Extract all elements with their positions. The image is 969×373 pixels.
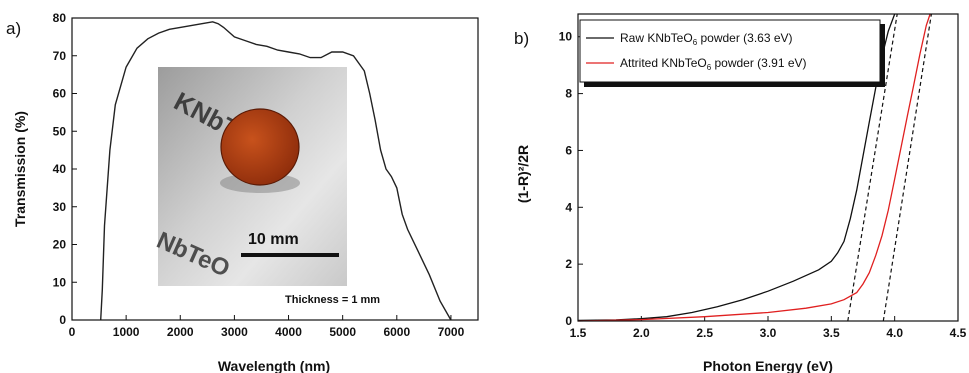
panel-b-y-axis-label: (1-R)²/2R [515, 145, 531, 203]
x-tick-label: 3.0 [760, 326, 777, 340]
panel-b-x-axis-label: Photon Energy (eV) [703, 358, 833, 373]
legend: Raw KNbTeO6 powder (3.63 eV) Attrited KN… [579, 19, 885, 87]
panel-b-label: b) [514, 29, 529, 48]
y-tick-label: 70 [53, 49, 67, 63]
series-line-raw [577, 13, 896, 322]
y-tick-label: 10 [559, 30, 573, 44]
x-tick-label: 4000 [275, 325, 302, 339]
sample-disc [221, 109, 299, 185]
thickness-note: Thickness = 1 mm [285, 294, 380, 306]
legend-label-attrited: Attrited KNbTeO6 powder (3.91 eV) [620, 56, 807, 72]
y-tick-label: 4 [565, 200, 572, 214]
x-tick-label: 3000 [221, 325, 248, 339]
x-tick-label: 4.0 [886, 326, 903, 340]
panel-a: a) 0 1000 2000 3000 4000 5000 6000 7000 0 10 20 30… [6, 11, 479, 373]
x-tick-label: 3.5 [823, 326, 840, 340]
y-tick-label: 60 [53, 87, 67, 101]
x-tick-label: 1000 [113, 325, 140, 339]
legend-label-raw: Raw KNbTeO6 powder (3.63 eV) [620, 31, 793, 47]
panel-a-xticks: 0 1000 2000 3000 4000 5000 6000 7000 [69, 315, 465, 339]
legend-box [579, 19, 881, 83]
panel-b-xticks: 1.5 2.0 2.5 3.0 3.5 4.0 4.5 [570, 316, 967, 340]
x-tick-label: 2000 [167, 325, 194, 339]
tangent-line-attrited [882, 13, 932, 322]
y-tick-label: 30 [53, 200, 67, 214]
legend-entry-attrited: Attrited KNbTeO6 powder (3.91 eV) [586, 56, 807, 72]
x-tick-label: 7000 [438, 325, 465, 339]
y-tick-label: 0 [59, 313, 66, 327]
x-tick-label: 1.5 [570, 326, 587, 340]
x-tick-label: 2.0 [633, 326, 650, 340]
x-tick-label: 0 [69, 325, 76, 339]
panel-a-x-axis-label: Wavelength (nm) [218, 358, 330, 373]
sample-disc-edge [220, 108, 300, 186]
scale-bar [241, 253, 339, 257]
panel-a-label: a) [6, 19, 21, 38]
scale-bar-label: 10 mm [248, 231, 299, 248]
y-tick-label: 0 [565, 314, 572, 328]
y-tick-label: 8 [565, 87, 572, 101]
legend-entry-raw: Raw KNbTeO6 powder (3.63 eV) [586, 31, 793, 47]
x-tick-label: 4.5 [950, 326, 967, 340]
x-tick-label: 5000 [329, 325, 356, 339]
inset-photo: KNbTeO6 NbTeO 10 mm [153, 67, 347, 286]
panel-b-yticks: 0 2 4 6 8 10 [559, 30, 583, 328]
panel-a-y-axis-label: Transmission (%) [12, 111, 28, 227]
transmission-curve [100, 21, 452, 321]
y-tick-label: 20 [53, 238, 67, 252]
y-tick-label: 50 [53, 124, 67, 138]
y-tick-label: 40 [53, 162, 67, 176]
y-tick-label: 6 [565, 143, 572, 157]
y-tick-label: 10 [53, 275, 67, 289]
tangent-line-raw [847, 13, 898, 322]
series-line-attrited [577, 13, 931, 322]
panel-a-frame [71, 17, 479, 321]
panel-b: b) 1.5 2.0 2.5 3.0 3.5 4.0 4.5 0 2 4 6 8 10 Raw KNb… [514, 13, 967, 373]
y-tick-label: 80 [53, 11, 67, 25]
y-tick-label: 2 [565, 257, 572, 271]
x-tick-label: 6000 [383, 325, 410, 339]
panel-a-yticks: 0 10 20 30 40 50 60 70 80 [53, 11, 77, 327]
panel-b-frame [577, 13, 959, 322]
x-tick-label: 2.5 [696, 326, 713, 340]
